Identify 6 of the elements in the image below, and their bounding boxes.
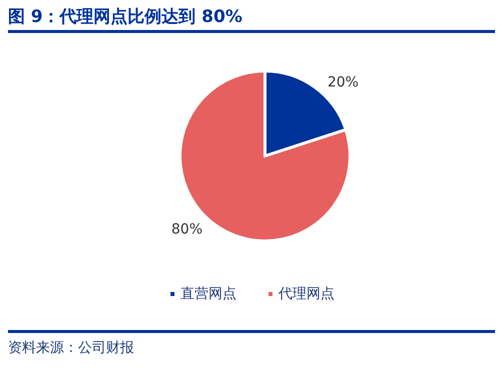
legend-label: 代理网点 [278,286,334,302]
data-label: 20% [327,74,359,90]
chart-title: 图 9：代理网点比例达到 80% [8,4,495,33]
data-label: 80% [171,222,203,238]
legend-label: 直营网点 [180,286,236,302]
text: 资料来源：公司财报 [8,330,495,357]
